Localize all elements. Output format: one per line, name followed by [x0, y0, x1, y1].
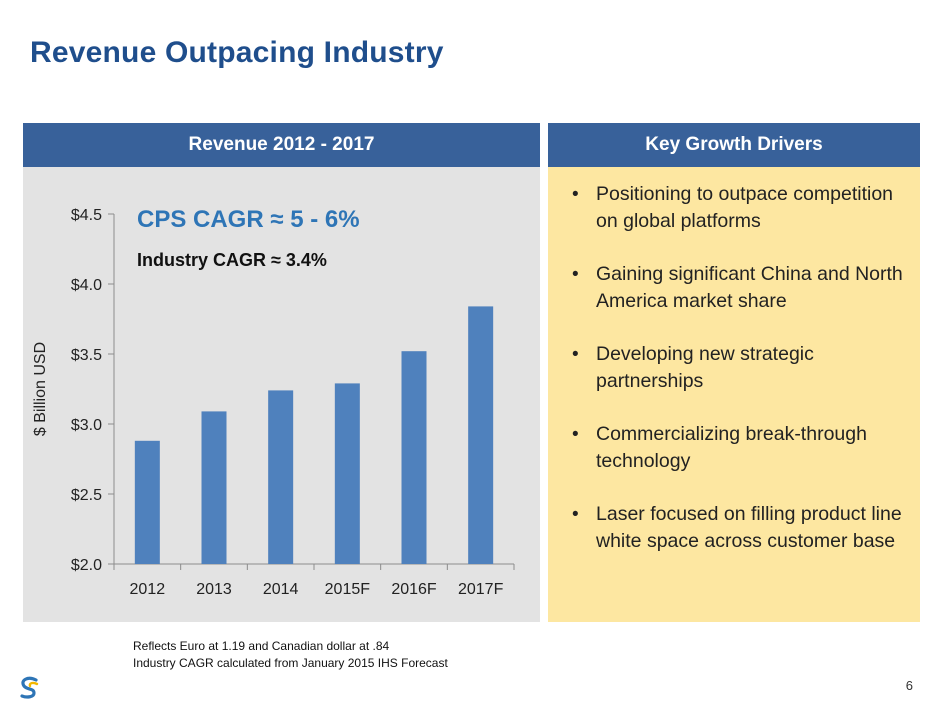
list-item: • Laser focused on filling product line w…: [570, 501, 906, 555]
footnote-source: Industry CAGR calculated from January 20…: [133, 656, 448, 670]
growth-drivers-list: • Positioning to outpace competition on g…: [570, 181, 906, 555]
footnote-currency: Reflects Euro at 1.19 and Canadian dolla…: [133, 639, 390, 653]
y-tick-label: $3.0: [71, 417, 102, 434]
revenue-panel: $2.0 $2.5 $3.0 $3.5 $4.0 $4.5 $ Billion USD 201…: [23, 123, 540, 622]
bullet-text: Positioning to outpace competition on gl…: [596, 183, 894, 232]
bullet-text: Gaining significant China and North Amer…: [596, 263, 903, 312]
bullet-text: Commercializing break-through technology: [596, 423, 867, 472]
bar-2012: [134, 440, 160, 564]
bullet-text: Developing new strategic partnerships: [596, 343, 814, 392]
y-tick-label: $4.0: [71, 277, 102, 294]
x-tick-label: 2013: [196, 581, 232, 598]
footnotes: Reflects Euro at 1.19 and Canadian dolla…: [133, 638, 448, 672]
revenue-chart: $2.0 $2.5 $3.0 $3.5 $4.0 $4.5 $ Billion USD 201…: [32, 206, 515, 598]
revenue-panel-header: Revenue 2012 - 2017: [23, 123, 540, 167]
bullet-icon: •: [572, 504, 579, 525]
list-item: • Positioning to outpace competition on g…: [570, 181, 906, 235]
list-item: • Commercializing break-through technolog…: [570, 421, 906, 475]
x-tick-label: 2017F: [458, 581, 504, 598]
cps-cagr-annotation: CPS CAGR ≈ 5 - 6%: [137, 206, 360, 233]
page-title: Revenue Outpacing Industry: [30, 36, 444, 69]
bullet-icon: •: [572, 424, 579, 445]
growth-drivers-panel: Key Growth Drivers • Positioning to outpa…: [548, 123, 920, 622]
bar-2015F: [334, 383, 360, 564]
x-tick-label: 2014: [263, 581, 299, 598]
y-tick-label: $2.0: [71, 557, 102, 574]
x-tick-label: 2015F: [325, 581, 371, 598]
x-tick-label: 2012: [130, 581, 166, 598]
y-tick-label: $2.5: [71, 487, 102, 504]
page-number: 6: [905, 678, 913, 693]
bar-2014: [268, 390, 294, 564]
growth-drivers-header: Key Growth Drivers: [548, 123, 920, 167]
list-item: • Gaining significant China and North Ame…: [570, 261, 906, 315]
bar-2013: [201, 411, 227, 564]
bar-2016F: [401, 351, 427, 564]
bullet-icon: •: [572, 344, 579, 365]
bullet-icon: •: [572, 184, 579, 205]
bullet-icon: •: [572, 264, 579, 285]
x-tick-label: 2016F: [391, 581, 437, 598]
bullet-text: Laser focused on filling product line wh…: [596, 503, 902, 552]
industry-cagr-annotation: Industry CAGR ≈ 3.4%: [137, 250, 327, 270]
list-item: • Developing new strategic partnerships: [570, 341, 906, 395]
y-tick-label: $4.5: [71, 207, 102, 224]
y-tick-label: $3.5: [71, 347, 102, 364]
bar-2017F: [468, 306, 494, 564]
y-axis-label: $ Billion USD: [32, 342, 49, 436]
company-logo-icon: [20, 676, 39, 699]
